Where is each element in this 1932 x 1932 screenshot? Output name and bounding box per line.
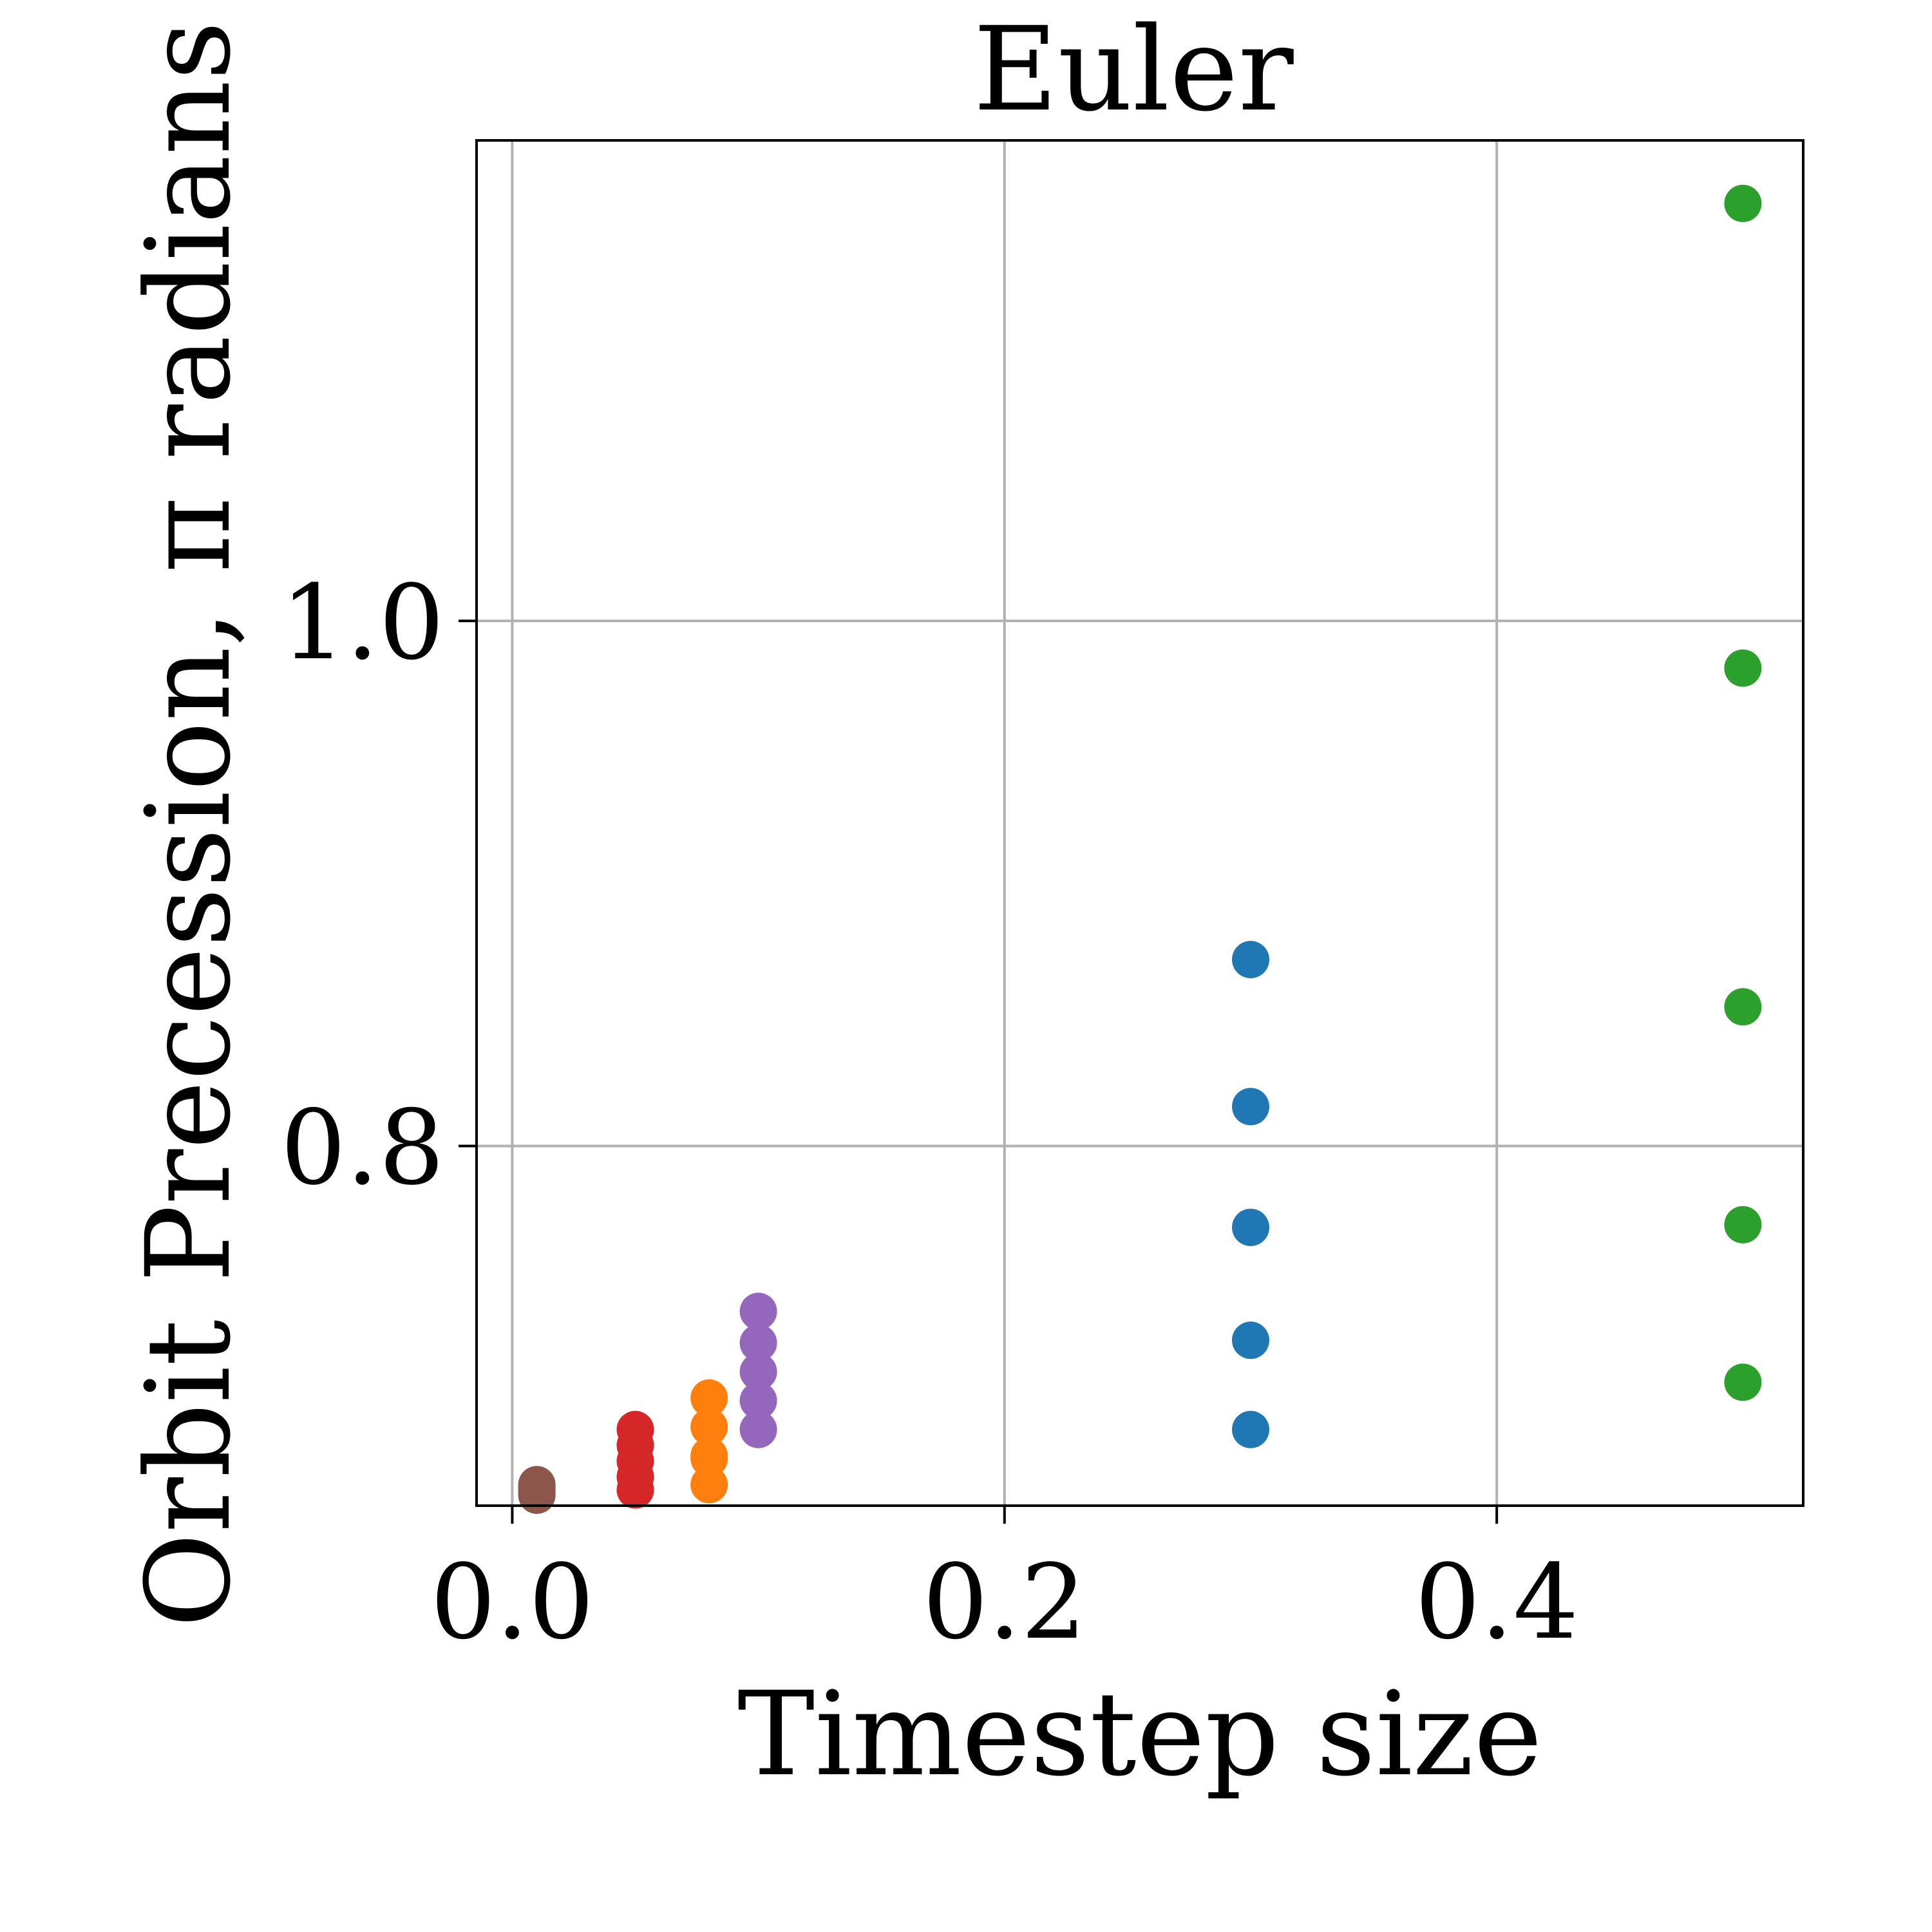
data-point (518, 1473, 556, 1511)
y-tick-label: 0.8 (281, 1087, 444, 1208)
y-tick-label: 1.0 (281, 562, 444, 683)
data-points (518, 184, 1762, 1514)
data-point (1231, 1410, 1269, 1448)
chart-title: Euler (973, 3, 1294, 137)
data-point (1724, 988, 1762, 1026)
data-point (690, 1439, 728, 1477)
data-point (1231, 1088, 1269, 1126)
data-point (739, 1353, 777, 1391)
grid-lines (477, 140, 1803, 1506)
data-point (1231, 941, 1269, 978)
data-point (739, 1410, 777, 1448)
x-axis-label: Timestep size (737, 1667, 1542, 1802)
data-point (616, 1471, 654, 1509)
data-point (1724, 184, 1762, 222)
data-point (1724, 1206, 1762, 1244)
data-point (1724, 649, 1762, 687)
plot-frame (475, 139, 1804, 1507)
data-point (690, 1408, 728, 1446)
axis-ticks: 0.0 0.2 0.4 0.8 1.0 (281, 562, 1579, 1662)
x-tick-label: 0.0 (430, 1542, 594, 1662)
data-point (739, 1293, 777, 1331)
data-point (1724, 1363, 1762, 1401)
data-point (1231, 1208, 1269, 1246)
data-point (690, 1466, 728, 1504)
x-tick-label: 0.4 (1415, 1542, 1578, 1662)
y-axis-label: Orbit Precession, π radians (122, 21, 256, 1627)
data-point (1231, 1321, 1269, 1359)
data-point (739, 1381, 777, 1419)
data-point (690, 1379, 728, 1417)
x-tick-label: 0.2 (923, 1542, 1086, 1662)
data-point (739, 1324, 777, 1362)
